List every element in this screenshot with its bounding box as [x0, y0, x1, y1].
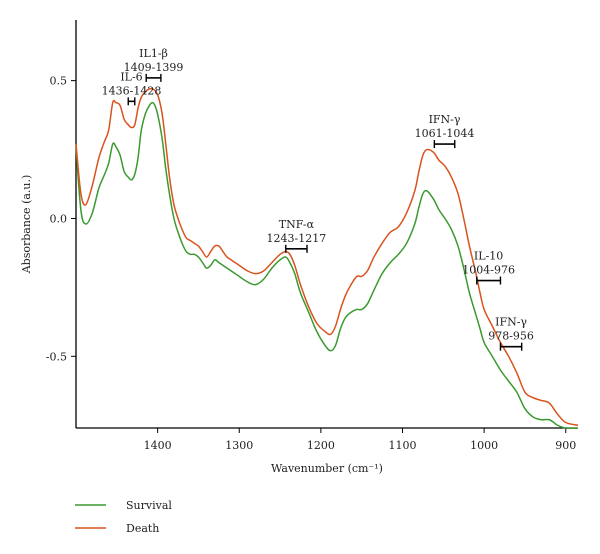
- annotation-range: 978-956: [488, 330, 534, 343]
- annotation-label: IL-10: [474, 250, 503, 263]
- x-tick-label: 900: [555, 439, 576, 452]
- x-axis-title: Wavenumber (cm⁻¹): [271, 462, 383, 475]
- annotation-label: IFN-γ: [429, 113, 461, 126]
- y-tick-label: 0.0: [50, 212, 68, 225]
- annotation-range: 1243-1217: [267, 232, 327, 245]
- annotation-range: 1409-1399: [124, 61, 184, 74]
- y-tick-label: -0.5: [46, 350, 67, 363]
- annotation-label: IL1-β: [139, 47, 168, 60]
- annotation-label: TNF-α: [279, 218, 315, 231]
- series-line-death: [75, 87, 579, 426]
- legend: Survival Death: [75, 499, 172, 535]
- series-line-survival: [75, 101, 579, 429]
- axes: 1400 1300 1200 1100 1000 900 0.5 0.0 -0.5 Wavenum…: [20, 20, 578, 475]
- annotation-layer: IL-61436-1428IL1-β1409-1399TNF-α1243-121…: [102, 47, 534, 351]
- x-tick-label: 1100: [389, 439, 417, 452]
- annotation-range: 1004-976: [462, 264, 515, 277]
- annotation-range: 1436-1428: [102, 84, 162, 97]
- legend-label-survival: Survival: [126, 499, 172, 512]
- y-axis-title: Absorbance (a.u.): [20, 175, 33, 275]
- annotation-label: IFN-γ: [495, 316, 527, 329]
- annotation-range: 1061-1044: [415, 127, 475, 140]
- x-tick-label: 1200: [307, 439, 335, 452]
- y-tick-label: 0.5: [50, 75, 68, 88]
- legend-label-death: Death: [126, 522, 159, 535]
- x-tick-label: 1000: [470, 439, 498, 452]
- x-tick-label: 1400: [144, 439, 172, 452]
- annotation-label: IL-6: [120, 70, 142, 83]
- series-layer: [75, 87, 579, 429]
- x-tick-label: 1300: [225, 439, 253, 452]
